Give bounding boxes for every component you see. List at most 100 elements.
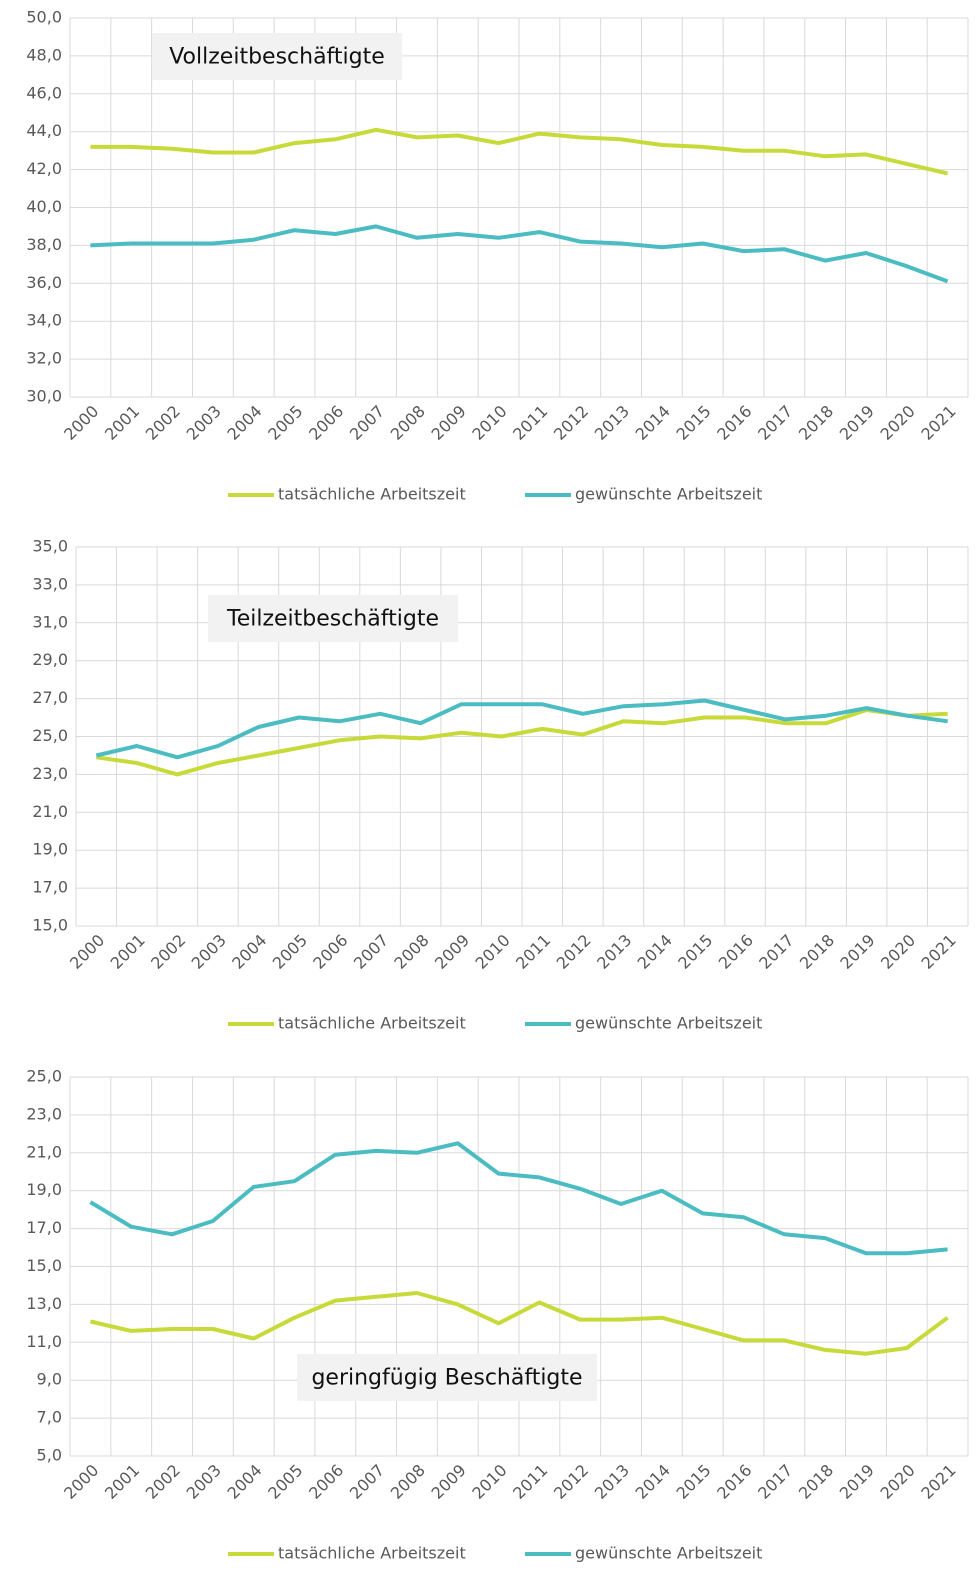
- x-tick-label: 2004: [223, 402, 265, 444]
- y-tick-label: 17,0: [32, 878, 68, 897]
- x-tick-label: 2001: [101, 402, 143, 444]
- x-tick-label: 2014: [634, 931, 676, 973]
- y-tick-label: 44,0: [26, 121, 62, 140]
- title-box: [152, 33, 402, 80]
- x-tick-label: 2021: [918, 931, 960, 973]
- x-tick-label: 2011: [512, 931, 554, 973]
- x-tick-label: 2013: [591, 402, 633, 444]
- x-tick-label: 2017: [754, 1461, 796, 1503]
- x-tick-label: 2003: [188, 931, 230, 973]
- y-tick-label: 29,0: [32, 650, 68, 669]
- x-tick-label: 2008: [390, 931, 432, 973]
- y-tick-label: 23,0: [26, 1104, 62, 1123]
- y-tick-label: 36,0: [26, 273, 62, 292]
- x-tick-label: 2018: [795, 1461, 837, 1503]
- y-tick-label: 50,0: [26, 8, 62, 27]
- x-tick-label: 2015: [672, 1461, 714, 1503]
- y-tick-label: 46,0: [26, 83, 62, 102]
- x-tick-label: 2009: [428, 1461, 470, 1503]
- x-tick-label: 2010: [468, 1461, 510, 1503]
- x-tick-label: 2004: [228, 931, 270, 973]
- x-tick-label: 2002: [142, 402, 184, 444]
- x-tick-label: 2001: [101, 1461, 143, 1503]
- y-tick-label: 27,0: [32, 688, 68, 707]
- x-tick-label: 2016: [713, 402, 755, 444]
- chart-title: Teilzeitbeschäftigte: [226, 607, 439, 632]
- y-tick-label: 13,0: [26, 1294, 62, 1313]
- y-tick-label: 42,0: [26, 159, 62, 178]
- x-tick-label: 2005: [269, 931, 311, 973]
- x-tick-label: 2012: [550, 1461, 592, 1503]
- x-tick-label: 2003: [183, 1461, 225, 1503]
- x-tick-label: 2012: [550, 402, 592, 444]
- x-tick-label: 2005: [264, 402, 306, 444]
- x-tick-label: 2019: [836, 1461, 878, 1503]
- y-tick-label: 15,0: [32, 916, 68, 935]
- x-tick-label: 2017: [755, 931, 797, 973]
- line-chart: 5,0 7,0 9,0 11,0 13,0 15,0 17,0 19,0 21,0 23,0 25,…: [26, 1067, 969, 1563]
- y-tick-label: 35,0: [32, 537, 68, 556]
- y-tick-label: 40,0: [26, 197, 62, 216]
- y-tick-label: 7,0: [37, 1408, 62, 1427]
- x-tick-label: 2021: [917, 1461, 959, 1503]
- title-box: [297, 1354, 597, 1401]
- x-tick-label: 2015: [674, 931, 716, 973]
- legend-label: gewünschte Arbeitszeit: [575, 485, 762, 504]
- y-tick-label: 33,0: [32, 574, 68, 593]
- line-chart: 30,0 32,0 34,0 36,0 38,0 40,0 42,0 44,0 46,0 48,0…: [26, 8, 969, 504]
- x-tick-label: 2021: [917, 402, 959, 444]
- x-tick-label: 2004: [223, 1461, 265, 1503]
- x-tick-label: 2006: [305, 402, 347, 444]
- x-tick-label: 2017: [754, 402, 796, 444]
- y-tick-label: 48,0: [26, 45, 62, 64]
- x-tick-label: 2019: [836, 931, 878, 973]
- x-tick-label: 2020: [877, 931, 919, 973]
- y-tick-label: 31,0: [32, 612, 68, 631]
- y-tick-label: 21,0: [32, 802, 68, 821]
- x-tick-label: 2018: [796, 931, 838, 973]
- x-tick-label: 2018: [795, 402, 837, 444]
- legend-label: tatsächliche Arbeitszeit: [278, 1014, 466, 1033]
- y-tick-label: 5,0: [37, 1446, 62, 1465]
- x-tick-label: 2000: [66, 931, 108, 973]
- x-tick-label: 2008: [387, 402, 429, 444]
- x-tick-label: 2002: [142, 1461, 184, 1503]
- x-tick-label: 2003: [183, 402, 225, 444]
- y-tick-label: 17,0: [26, 1218, 62, 1237]
- y-tick-label: 23,0: [32, 764, 68, 783]
- series-line: [89, 1141, 948, 1256]
- y-tick-label: 25,0: [32, 726, 68, 745]
- x-tick-label: 2011: [509, 1461, 551, 1503]
- y-tick-label: 19,0: [26, 1180, 62, 1199]
- legend-label: tatsächliche Arbeitszeit: [278, 485, 466, 504]
- series-line: [96, 708, 948, 777]
- series-line: [89, 1291, 949, 1356]
- legend-label: gewünschte Arbeitszeit: [575, 1014, 762, 1033]
- x-tick-label: 2000: [60, 402, 102, 444]
- legend-label: gewünschte Arbeitszeit: [575, 1544, 762, 1563]
- x-tick-label: 2014: [632, 402, 674, 444]
- x-tick-label: 2007: [346, 1461, 388, 1503]
- x-tick-label: 2020: [877, 402, 919, 444]
- chart-title: geringfügig Beschäftigte: [311, 1366, 582, 1391]
- y-tick-label: 38,0: [26, 235, 62, 254]
- x-tick-label: 2014: [632, 1461, 674, 1503]
- series-line: [95, 698, 948, 760]
- x-tick-label: 2009: [431, 931, 473, 973]
- legend-label: tatsächliche Arbeitszeit: [278, 1544, 466, 1563]
- title-box: [208, 595, 458, 642]
- y-tick-label: 9,0: [37, 1370, 62, 1389]
- chart-title: Vollzeitbeschäftigte: [169, 45, 385, 70]
- x-tick-label: 2001: [107, 931, 149, 973]
- x-tick-label: 2006: [309, 931, 351, 973]
- y-tick-label: 11,0: [26, 1332, 62, 1351]
- series-line: [90, 224, 949, 284]
- y-tick-label: 21,0: [26, 1142, 62, 1161]
- x-tick-label: 2002: [147, 931, 189, 973]
- x-tick-label: 2016: [713, 1461, 755, 1503]
- y-tick-label: 19,0: [32, 840, 68, 859]
- x-tick-label: 2007: [350, 931, 392, 973]
- y-tick-label: 34,0: [26, 311, 62, 330]
